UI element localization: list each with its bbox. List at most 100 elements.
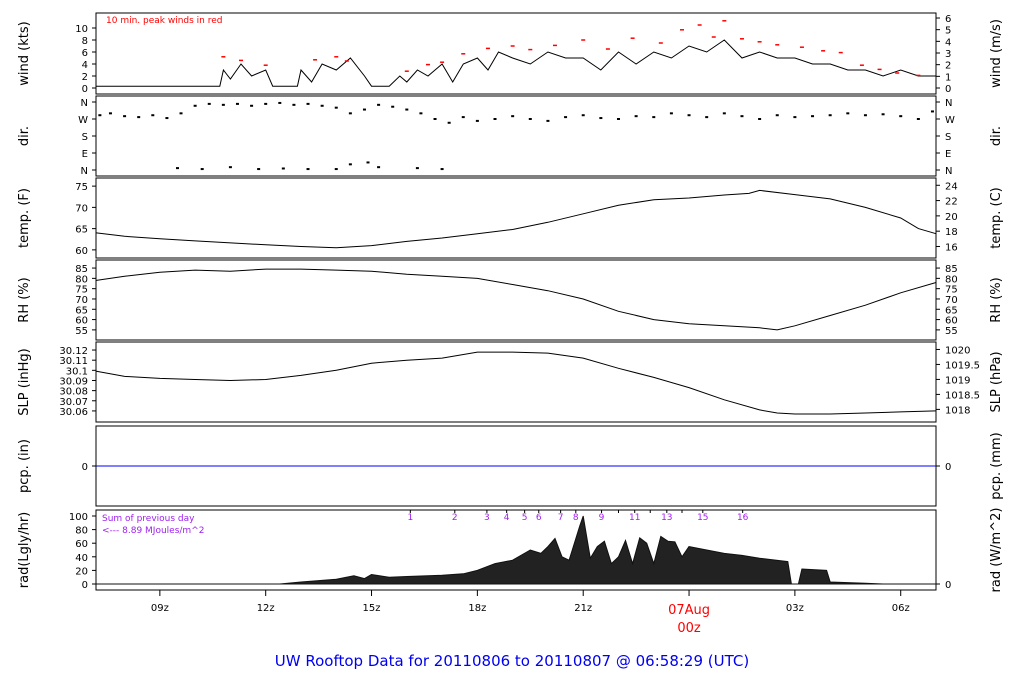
dir-point [511, 115, 515, 118]
y-tick-label-right: 1020 [945, 345, 970, 356]
dir-point [930, 110, 934, 113]
y-tick-label: 100 [69, 512, 88, 523]
SLP-panel-frame [95, 341, 937, 423]
x-tick-label: 21z [574, 603, 592, 614]
SLP-series-line [96, 351, 937, 415]
y-tick-label: 30.08 [59, 387, 88, 398]
y-tick-label-right: 1019.5 [945, 360, 980, 371]
dir-point [228, 166, 232, 169]
dir-point [687, 114, 691, 117]
y-tick-label: 30.11 [59, 356, 88, 367]
dir-point [207, 102, 211, 105]
sun-mark-label: 9 [599, 513, 605, 523]
wind-ylabel-right: wind (m/s) [989, 19, 1004, 88]
y-tick-label-right: N [945, 166, 952, 177]
temp-panel-frame [95, 177, 937, 259]
y-tick-label: 30.06 [59, 407, 88, 418]
y-tick-label-right: N [945, 98, 952, 109]
dir-point [123, 115, 127, 118]
y-tick-label: 75 [75, 182, 88, 193]
y-tick-label-right: 55 [945, 326, 958, 337]
y-tick-label: N [81, 166, 88, 177]
dir-point [108, 112, 112, 115]
date-sublabel: 00z [677, 621, 701, 636]
sun-mark-label: 2 [452, 513, 458, 523]
y-tick-label: 30.1 [66, 366, 88, 377]
pcp-ylabel-right: pcp. (mm) [989, 432, 1004, 499]
dir-point [652, 116, 656, 119]
dir-point [616, 118, 620, 120]
y-tick-label-right: 5 [945, 26, 951, 37]
rad-ylabel: rad(Lgly/hr) [17, 512, 32, 588]
dir-point [705, 116, 709, 119]
y-tick-label-right: 1019 [945, 375, 970, 386]
dir-point [151, 114, 155, 117]
y-tick-label-right: 6 [945, 14, 951, 25]
dir-point [292, 103, 296, 106]
sun-mark-label: 15 [697, 513, 708, 523]
dir-point [281, 167, 285, 170]
dir-point [740, 115, 744, 118]
dir-point [193, 104, 197, 107]
dir-point [846, 112, 850, 115]
sun-mark-label: 13 [661, 513, 672, 523]
dir-point [348, 112, 352, 115]
y-tick-label-right: 24 [945, 181, 958, 192]
dir-point [419, 112, 423, 115]
y-tick-label-right: 2 [945, 61, 951, 72]
x-tick-label: 15z [363, 603, 381, 614]
dir-point [758, 118, 762, 120]
dir-point [564, 116, 568, 119]
y-tick-label-right: 85 [945, 264, 958, 275]
dir-point [475, 119, 479, 122]
y-tick-label: 30.07 [59, 397, 88, 408]
y-tick-label-right: 60 [945, 316, 958, 327]
dir-point [775, 114, 779, 117]
y-tick-label: 0 [82, 580, 88, 591]
y-tick-label: 60 [75, 316, 88, 327]
dir-point [348, 163, 352, 166]
sun-mark-label: 16 [737, 513, 749, 523]
y-tick-label: 75 [75, 285, 88, 296]
dir-point [415, 167, 419, 170]
dir-point [264, 102, 268, 105]
dir-point [306, 168, 310, 171]
y-tick-label: 80 [75, 526, 88, 537]
y-tick-label-right: W [945, 115, 955, 126]
x-tick-label: 06z [892, 603, 910, 614]
dir-point [722, 112, 726, 115]
y-tick-label-right: 75 [945, 285, 958, 296]
y-tick-label-right: 80 [945, 274, 958, 285]
RH-ylabel-right: RH (%) [989, 277, 1004, 322]
dir-point [137, 116, 141, 119]
temp-ylabel-right: temp. (C) [989, 187, 1004, 249]
dir-point [916, 118, 920, 120]
dir-ylabel-right: dir. [989, 126, 1004, 146]
y-tick-label: 2 [82, 72, 88, 83]
dir-point [278, 101, 282, 104]
y-tick-label-right: E [945, 149, 951, 160]
sun-mark-label: 5 [522, 513, 528, 523]
dir-point [599, 117, 603, 120]
y-tick-label-right: 22 [945, 197, 958, 208]
y-tick-label-right: 70 [945, 295, 958, 306]
dir-point [433, 118, 437, 120]
y-tick-label-right: 65 [945, 305, 958, 316]
dir-point [165, 117, 169, 120]
dir-point [828, 114, 832, 117]
dir-point [179, 112, 183, 115]
y-tick-label-right: 1018.5 [945, 390, 980, 401]
y-tick-label-right: 16 [945, 242, 958, 253]
dir-point [366, 161, 370, 164]
y-tick-label: 30.09 [59, 376, 88, 387]
wind-ylabel: wind (kts) [17, 21, 32, 85]
dir-point [391, 105, 395, 108]
y-tick-label-right: 0 [945, 580, 951, 591]
RH-panel-frame [95, 259, 937, 341]
dir-point [447, 121, 451, 124]
dir-point [581, 114, 585, 117]
rad-area [96, 515, 936, 585]
y-tick-label: 70 [75, 295, 88, 306]
x-tick-label: 18z [468, 603, 486, 614]
dir-point [250, 104, 254, 107]
